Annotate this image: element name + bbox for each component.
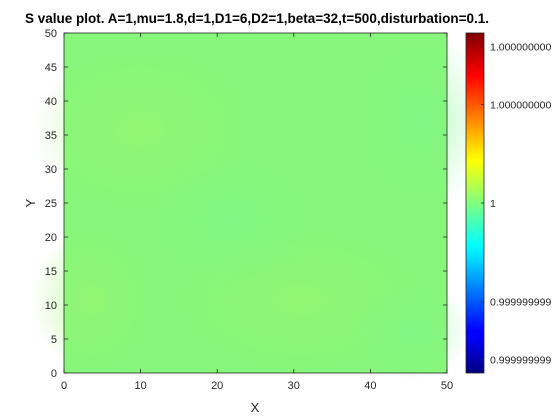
y-tick-label: 25: [45, 198, 57, 210]
y-tick-label: 30: [45, 164, 57, 176]
x-tick-label: 30: [288, 380, 300, 392]
x-tick-label: 20: [211, 380, 223, 392]
y-tick-label: 20: [45, 232, 57, 244]
colorbar: 1.000000000 1.000000000 1 0.999999999 0.9999…: [465, 32, 551, 374]
y-axis-label: Y: [23, 198, 38, 207]
x-tick-label: 10: [134, 380, 146, 392]
colorbar-tick-label: 0.999999999: [490, 297, 551, 309]
y-tick-label: 35: [45, 130, 57, 142]
heatmap-texture: [30, 30, 490, 380]
y-tick-label: 40: [45, 96, 57, 108]
y-tick-label: 0: [51, 368, 57, 380]
plot-area: [30, 30, 490, 380]
y-tick-label: 10: [45, 300, 57, 312]
x-tick-label: 50: [441, 380, 453, 392]
y-tick-label: 5: [51, 334, 57, 346]
colorbar-tick-label: 1: [490, 198, 496, 210]
x-axis-ticks: 0 10 20 30 40 50: [61, 33, 453, 392]
chart-title: S value plot. A=1,mu=1.8,d=1,D1=6,D2=1,b…: [25, 11, 489, 26]
y-tick-label: 50: [45, 28, 57, 40]
y-tick-label: 15: [45, 266, 57, 278]
x-axis-label: X: [251, 400, 260, 415]
colorbar-ticks: 1.000000000 1.000000000 1 0.999999999 0.9999…: [481, 42, 551, 366]
x-tick-label: 0: [61, 380, 67, 392]
x-tick-label: 40: [364, 380, 376, 392]
y-tick-label: 45: [45, 62, 57, 74]
colorbar-tick-label: 1.000000000: [490, 99, 551, 111]
y-axis-ticks: 0 5 10 15 20 25 30 35 40 45 50: [45, 28, 447, 380]
colorbar-tick-label: 1.000000000: [490, 42, 551, 54]
colorbar-tick-label: 0.999999999: [490, 354, 551, 366]
